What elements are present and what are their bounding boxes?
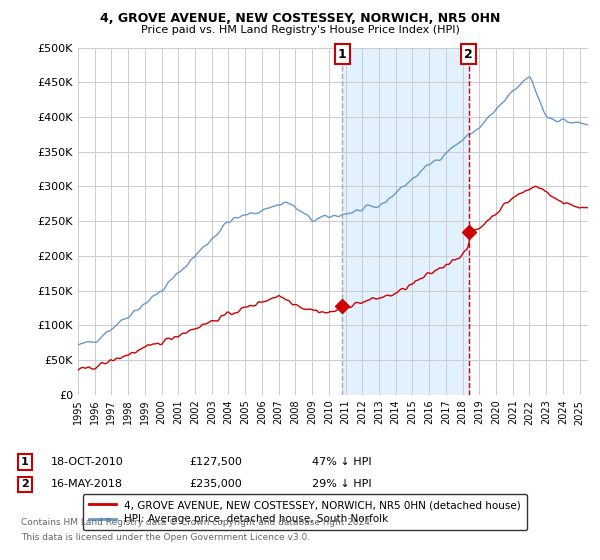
Text: 29% ↓ HPI: 29% ↓ HPI	[312, 479, 371, 489]
Text: 1: 1	[21, 457, 29, 467]
Bar	[342, 48, 469, 395]
Legend: 4, GROVE AVENUE, NEW COSTESSEY, NORWICH, NR5 0HN (detached house), HPI: Average : 4, GROVE AVENUE, NEW COSTESSEY, NORWICH,…	[83, 494, 527, 530]
Text: 1: 1	[338, 48, 346, 60]
Text: £127,500: £127,500	[189, 457, 242, 467]
Text: Price paid vs. HM Land Registry's House Price Index (HPI): Price paid vs. HM Land Registry's House …	[140, 25, 460, 35]
Text: 2: 2	[464, 48, 473, 60]
Text: 2: 2	[21, 479, 29, 489]
Text: Contains HM Land Registry data © Crown copyright and database right 2024.: Contains HM Land Registry data © Crown c…	[21, 518, 373, 527]
Text: £235,000: £235,000	[189, 479, 242, 489]
Text: 47% ↓ HPI: 47% ↓ HPI	[312, 457, 371, 467]
Text: 4, GROVE AVENUE, NEW COSTESSEY, NORWICH, NR5 0HN: 4, GROVE AVENUE, NEW COSTESSEY, NORWICH,…	[100, 12, 500, 25]
Text: 18-OCT-2010: 18-OCT-2010	[51, 457, 124, 467]
Text: This data is licensed under the Open Government Licence v3.0.: This data is licensed under the Open Gov…	[21, 533, 310, 542]
Text: 16-MAY-2018: 16-MAY-2018	[51, 479, 123, 489]
